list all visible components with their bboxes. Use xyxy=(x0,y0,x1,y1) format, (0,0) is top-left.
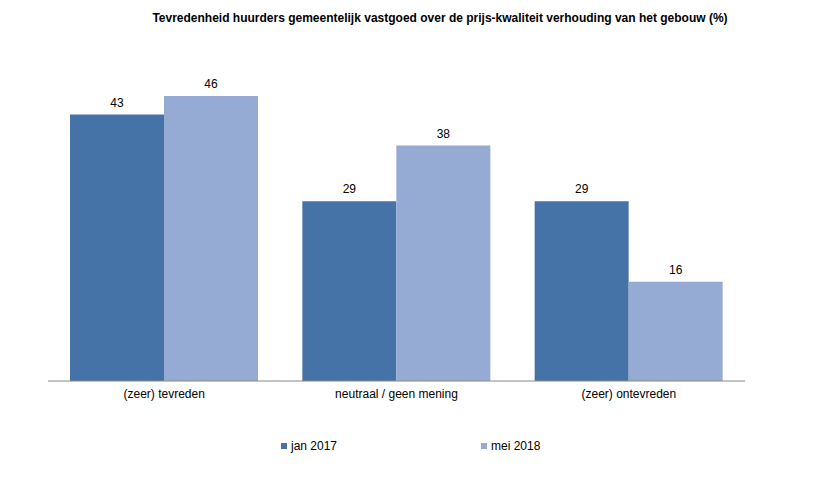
svg-text:neutraal / geen mening: neutraal / geen mening xyxy=(335,387,458,401)
svg-text:29: 29 xyxy=(343,182,357,196)
html-text:Tevredenheid huurders gemeente: Tevredenheid huurders gemeentelijk vastg… xyxy=(152,11,728,25)
svg-text:46: 46 xyxy=(204,77,218,91)
html-text:mei 2018: mei 2018 xyxy=(491,439,541,453)
html-text:jan 2017: jan 2017 xyxy=(291,439,337,453)
svg-text:(zeer) tevreden: (zeer) tevreden xyxy=(123,387,204,401)
svg-text:29: 29 xyxy=(575,182,589,196)
svg-text:43: 43 xyxy=(110,96,124,110)
svg-text:16: 16 xyxy=(669,263,683,277)
svg-text:38: 38 xyxy=(437,127,451,141)
svg-text:(zeer) ontevreden: (zeer) ontevreden xyxy=(581,387,676,401)
